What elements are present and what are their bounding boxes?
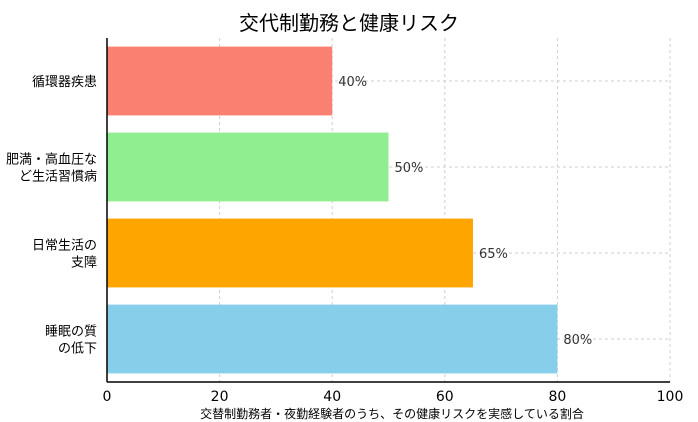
category-label: の低下: [58, 342, 97, 357]
bar: [107, 46, 333, 116]
x-tick-label: 40: [323, 389, 341, 405]
x-tick-label: 60: [436, 389, 454, 405]
data-label: 50%: [395, 161, 424, 176]
x-tick-label: 20: [211, 389, 229, 405]
category-label: 睡眠の質: [45, 325, 97, 340]
bar: [107, 132, 389, 202]
category-label: 肥満・高血圧な: [6, 152, 97, 168]
data-label: 80%: [563, 333, 592, 348]
category-label: 支障: [71, 256, 97, 271]
x-axis-label: 交替制勤務者・夜勤経験者のうち、その健康リスクを実感している割合: [200, 406, 584, 421]
grid: [107, 38, 671, 382]
bars: [107, 46, 558, 374]
axes: [106, 38, 670, 383]
data-label: 65%: [479, 247, 508, 262]
category-label: ど生活習慣病: [19, 169, 97, 185]
category-label: 循環器疾患: [32, 75, 97, 90]
bar: [107, 218, 473, 288]
chart-title: 交代制勤務と健康リスク: [239, 11, 459, 35]
category-label: 日常生活の: [32, 239, 97, 254]
x-tick-label: 0: [103, 389, 112, 405]
bar: [107, 304, 558, 374]
data-label: 40%: [338, 75, 367, 90]
x-tick-label: 80: [548, 389, 566, 405]
x-tick-label: 100: [657, 389, 684, 405]
